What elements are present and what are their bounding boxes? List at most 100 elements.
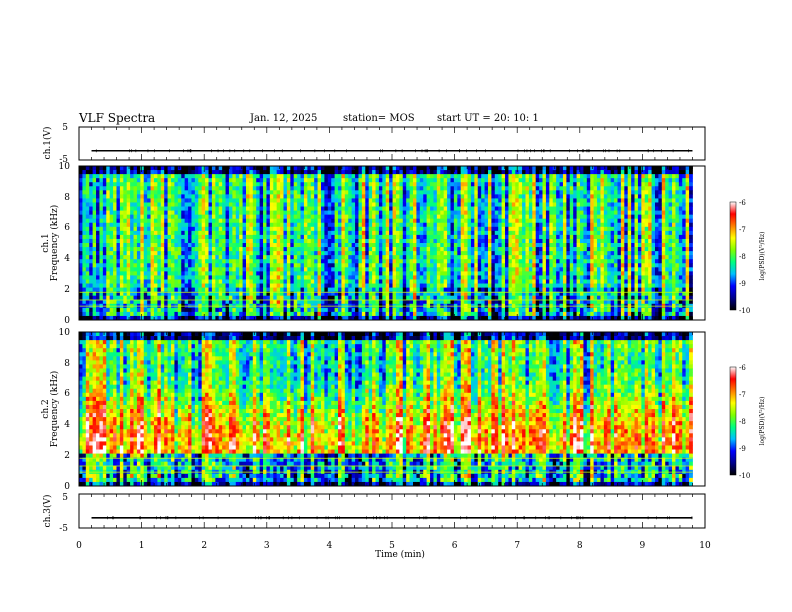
spectrogram-cell [352, 288, 356, 292]
spectrogram-cell [151, 247, 155, 251]
spectrogram-cell [249, 239, 253, 243]
spectrogram-cell [205, 300, 209, 304]
spectrogram-cell [307, 194, 311, 198]
spectrogram-cell [127, 243, 131, 247]
spectrogram-cell [188, 239, 192, 243]
spectrogram-cell [157, 178, 161, 182]
spectrogram-cell [215, 219, 219, 223]
spectrogram-cell [478, 288, 482, 292]
spectrogram-cell [103, 202, 107, 206]
spectrogram-cell [358, 288, 362, 292]
spectrogram-cell [481, 243, 485, 247]
spectrogram-cell [130, 251, 134, 255]
spectrogram-cell [198, 211, 202, 215]
spectrogram-cell [474, 247, 478, 251]
spectrogram-cell [379, 255, 383, 259]
spectrogram-cell [379, 227, 383, 231]
spectrogram-cell [471, 275, 475, 279]
spectrogram-cell [185, 231, 189, 235]
spectrogram-cell [399, 255, 403, 259]
spectrogram-cell [413, 288, 417, 292]
spectrogram-cell [471, 284, 475, 288]
spectrogram-cell [379, 300, 383, 304]
spectrogram-cell [270, 259, 274, 263]
spectrogram-cell [226, 267, 230, 271]
spectrogram-cell [212, 235, 216, 239]
panel-ch1-waveform: 5 -5 ch.1(V) [42, 123, 705, 165]
spectrogram-cell [430, 243, 434, 247]
spectrogram-cell [389, 211, 393, 215]
spectrogram-cell [485, 271, 489, 275]
spectrogram-cell [420, 288, 424, 292]
spectrogram-cell [232, 170, 236, 174]
spectrogram-cell [226, 223, 230, 227]
spectrogram-cell [393, 166, 397, 170]
spectrogram-cell [444, 247, 448, 251]
spectrogram-cell [103, 275, 107, 279]
spectrogram-cell [321, 215, 325, 219]
spectrogram-cell [219, 251, 223, 255]
spectrogram-cell [457, 207, 461, 211]
spectrogram-cell [321, 186, 325, 190]
spectrogram-cell [96, 170, 100, 174]
spectrogram-cell [260, 267, 264, 271]
spectrogram-cell [137, 239, 141, 243]
spectrogram-cell [437, 211, 441, 215]
spectrogram-cell [481, 166, 485, 170]
spectrogram-cell [120, 194, 124, 198]
spectrogram-cell [137, 271, 141, 275]
spectrogram-cell [498, 267, 502, 271]
spectrogram-cell [137, 211, 141, 215]
spectrogram-cell [256, 211, 260, 215]
spectrogram-cell [120, 186, 124, 190]
spectrogram-cell [461, 312, 465, 316]
spectrogram-cell [280, 215, 284, 219]
spectrogram-cell [355, 308, 359, 312]
spectrogram-cell [290, 170, 294, 174]
spectrogram-cell [287, 219, 291, 223]
spectrogram-cell [178, 231, 182, 235]
spectrogram-cell [212, 166, 216, 170]
spectrogram-cell [382, 223, 386, 227]
spectrogram-cell [283, 271, 287, 275]
spectrogram-cell [246, 219, 250, 223]
spectrogram-cell [287, 271, 291, 275]
spectrogram-cell [174, 312, 178, 316]
spectrogram-cell [229, 194, 233, 198]
spectrogram-cell [379, 284, 383, 288]
spectrogram-cell [437, 247, 441, 251]
spectrogram-cell [481, 190, 485, 194]
spectrogram-cell [382, 288, 386, 292]
spectrogram-cell [209, 263, 213, 267]
spectrogram-cell [457, 263, 461, 267]
spectrogram-cell [86, 239, 90, 243]
spectrogram-cell [352, 255, 356, 259]
spectrogram-cell [341, 186, 345, 190]
spectrogram-cell [120, 275, 124, 279]
spectrogram-cell [161, 198, 165, 202]
spectrogram-cell [304, 202, 308, 206]
spectrogram-cell [202, 275, 206, 279]
spectrogram-cell [178, 312, 182, 316]
spectrogram-cell [209, 166, 213, 170]
spectrogram-cell [130, 170, 134, 174]
spectrogram-cell [266, 247, 270, 251]
spectrogram-cell [290, 166, 294, 170]
spectrogram-cell [185, 239, 189, 243]
spectrogram-cell [301, 275, 305, 279]
spectrogram-cell [151, 215, 155, 219]
spectrogram-cell [328, 227, 332, 231]
spectrogram-cell [314, 247, 318, 251]
spectrogram-cell [79, 247, 83, 251]
spectrogram-cell [440, 202, 444, 206]
spectrogram-cell [181, 288, 185, 292]
spectrogram-cell [147, 267, 151, 271]
spectrogram-cell [457, 312, 461, 316]
spectrogram-cell [365, 182, 369, 186]
spectrogram-cell [358, 296, 362, 300]
spectrogram-cell [403, 288, 407, 292]
spectrogram-cell [491, 259, 495, 263]
spectrogram-cell [93, 202, 97, 206]
spectrogram-cell [202, 190, 206, 194]
spectrogram-cell [249, 178, 253, 182]
